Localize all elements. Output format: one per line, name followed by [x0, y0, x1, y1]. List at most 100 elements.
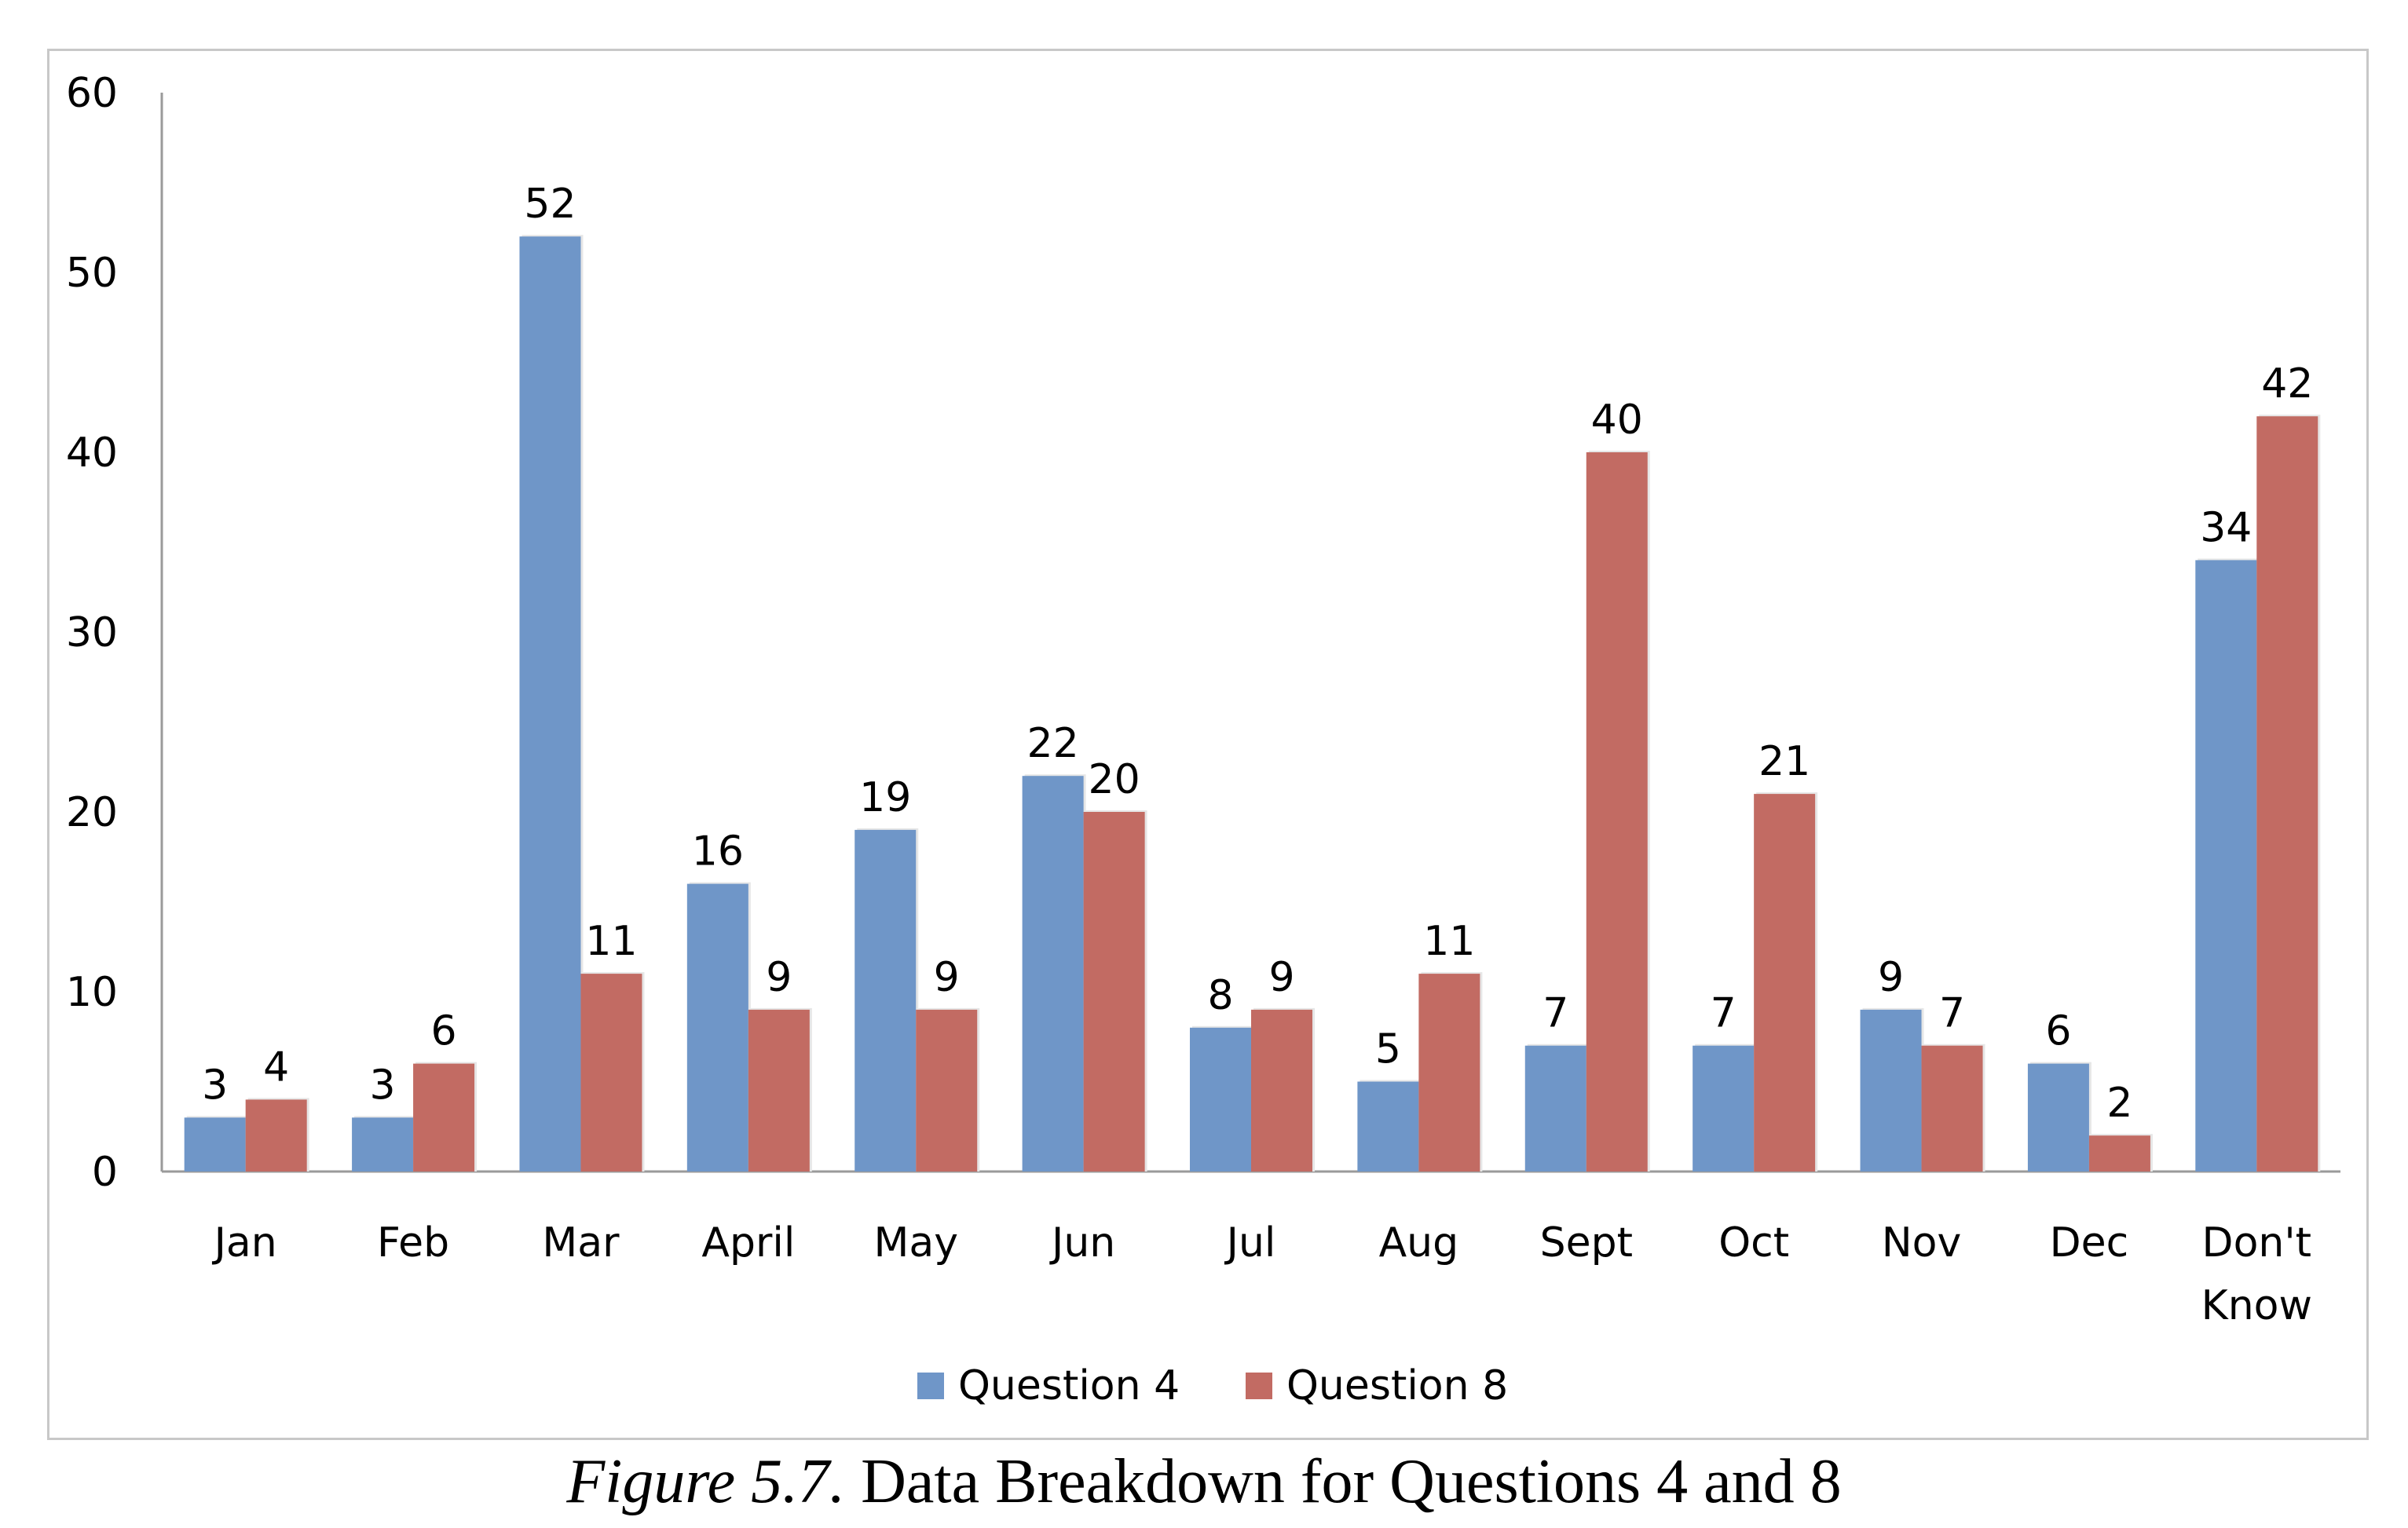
bar-group	[352, 1116, 416, 1172]
bar-group	[1860, 1007, 1924, 1172]
x-tick-label: Feb	[377, 1219, 449, 1267]
bar-group	[855, 828, 919, 1172]
caption-text: Data Breakdown for Questions 4 and 8	[845, 1447, 1842, 1516]
data-label: 9	[1268, 954, 1294, 1001]
data-label: 7	[1711, 990, 1736, 1037]
bar	[855, 829, 917, 1172]
x-tick-label: Jan	[212, 1219, 277, 1267]
data-label: 2	[2106, 1080, 2132, 1127]
bar	[2027, 1063, 2089, 1172]
bar	[1418, 974, 1480, 1172]
legend: Question 4 Question 8	[917, 1362, 1508, 1409]
bar	[1921, 1045, 1983, 1172]
data-label: 9	[934, 954, 960, 1001]
y-tick-label: 60	[66, 70, 118, 117]
bar	[1083, 812, 1145, 1172]
bar-group	[1418, 972, 1483, 1172]
legend-item: Question 4	[917, 1362, 1180, 1409]
x-tick-label: Aug	[1379, 1219, 1459, 1267]
bar	[245, 1099, 307, 1172]
bar-group	[1190, 1025, 1253, 1172]
data-label: 16	[692, 828, 744, 875]
data-label: 6	[431, 1008, 457, 1055]
y-tick-label: 20	[66, 789, 118, 836]
x-tick-label: Mar	[542, 1219, 620, 1267]
bar	[2195, 560, 2257, 1172]
bar	[748, 1009, 810, 1172]
data-label: 7	[1939, 990, 1965, 1037]
bar-group	[1022, 774, 1086, 1172]
data-label: 11	[585, 918, 637, 965]
bar-group	[413, 1062, 478, 1172]
bar	[352, 1117, 414, 1172]
data-label: 21	[1758, 738, 1810, 785]
data-label: 5	[1375, 1026, 1401, 1073]
bar-group	[1357, 1080, 1422, 1172]
bar-group	[1693, 1044, 1757, 1172]
bar-group	[2195, 558, 2260, 1172]
chart-frame	[47, 49, 2369, 1440]
data-label: 42	[2261, 360, 2313, 408]
bar	[916, 1009, 978, 1172]
y-tick-label: 10	[66, 969, 118, 1016]
data-label: 34	[2200, 504, 2252, 551]
bar	[519, 236, 581, 1172]
data-label: 3	[202, 1062, 228, 1109]
bar-group	[1083, 810, 1147, 1172]
x-tick-label: Oct	[1718, 1219, 1789, 1267]
bar	[1357, 1081, 1419, 1172]
x-tick-label: Don't Know	[2201, 1219, 2312, 1329]
bar-group	[686, 882, 751, 1172]
bars	[184, 235, 2321, 1172]
data-label: 9	[766, 954, 792, 1001]
bar	[184, 1117, 246, 1172]
legend-label: Question 8	[1286, 1362, 1508, 1409]
y-tick-label: 30	[66, 609, 118, 656]
x-tick-label: Dec	[2050, 1219, 2129, 1267]
bar-group	[1586, 451, 1650, 1172]
figure-caption: Figure 5.7. Data Breakdown for Questions…	[0, 1446, 2408, 1518]
bar	[413, 1063, 475, 1172]
x-tick-label: April	[701, 1219, 795, 1267]
data-label: 4	[263, 1044, 289, 1091]
y-axis-ticks: 0 10 20 30 40 50 60	[66, 70, 118, 1196]
x-tick-label: Jul	[1224, 1219, 1276, 1267]
data-label: 52	[524, 181, 576, 228]
bar-group	[1754, 792, 1818, 1172]
bar	[1190, 1027, 1251, 1172]
bar	[1693, 1045, 1755, 1172]
bar	[1022, 776, 1084, 1172]
y-tick-label: 40	[66, 430, 118, 477]
bar-group	[519, 235, 584, 1172]
bar-group	[1251, 1007, 1315, 1172]
bar	[1754, 794, 1816, 1172]
data-label: 7	[1543, 990, 1568, 1037]
bar	[1586, 452, 1648, 1172]
bar	[1524, 1045, 1586, 1172]
y-tick-label: 0	[92, 1149, 118, 1196]
legend-item: Question 8	[1246, 1362, 1508, 1409]
bar-group	[1524, 1044, 1589, 1172]
data-label: 19	[859, 774, 911, 821]
data-label: 3	[370, 1062, 396, 1109]
bar-group	[916, 1007, 980, 1172]
y-tick-label: 50	[66, 250, 118, 297]
x-tick-label: Nov	[1882, 1219, 1962, 1267]
legend-swatch	[1246, 1373, 1272, 1399]
x-tick-label: Jun	[1049, 1219, 1115, 1267]
legend-label: Question 4	[958, 1362, 1180, 1409]
figure-label: Figure 5.7.	[566, 1447, 846, 1516]
bar	[1251, 1009, 1312, 1172]
legend-swatch	[917, 1373, 944, 1399]
x-tick-label: May	[873, 1219, 958, 1267]
bar-group	[580, 972, 645, 1172]
bar-group	[748, 1007, 812, 1172]
data-label: 9	[1878, 954, 1904, 1001]
bar	[2256, 416, 2318, 1172]
bar-group	[245, 1098, 309, 1172]
x-tick-label: Sept	[1540, 1219, 1633, 1267]
bar-group	[2256, 415, 2321, 1172]
data-label: 40	[1591, 397, 1643, 444]
bar-group	[184, 1116, 248, 1172]
